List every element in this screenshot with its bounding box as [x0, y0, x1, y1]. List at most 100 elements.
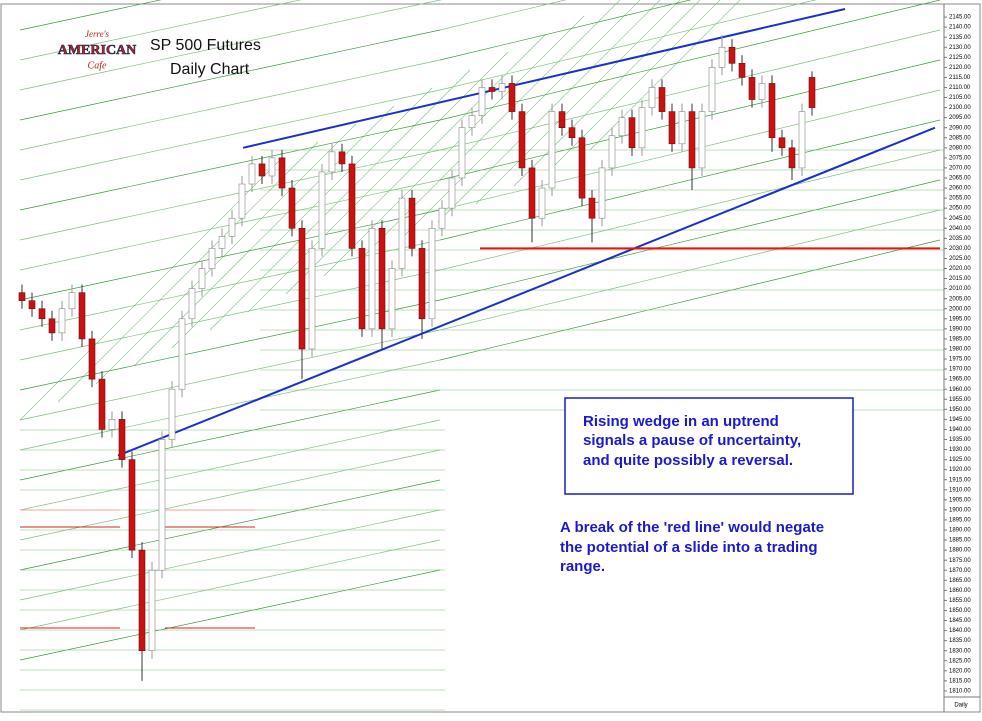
candle-body: [268, 157, 276, 177]
y-tick-label: 1890.00: [949, 528, 971, 534]
candle-body: [428, 227, 436, 320]
fan-line: [285, 33, 547, 295]
fan-line: [439, 0, 817, 91]
y-tick-label: 1970.00: [949, 367, 971, 373]
y-tick-label: 2030.00: [949, 246, 971, 252]
y-tick-label: 1995.00: [949, 316, 971, 322]
fan-line: [95, 123, 357, 385]
fan-line: [19, 509, 441, 601]
candle-body: [448, 177, 456, 209]
candle-body: [558, 111, 566, 129]
candle-body: [358, 248, 366, 330]
annotation-line: Rising wedge in an uptrend: [583, 413, 779, 430]
y-tick-label: 1920.00: [949, 467, 971, 473]
candle-body: [598, 167, 606, 219]
fan-line: [133, 105, 395, 367]
candle-body: [798, 111, 806, 169]
candle-body: [478, 87, 486, 116]
candle-body: [328, 151, 336, 173]
candle-body: [578, 137, 586, 199]
y-tick-label: 1975.00: [949, 357, 971, 363]
y-tick-label: 2120.00: [949, 65, 971, 71]
fan-line: [399, 0, 641, 241]
candle-body: [438, 207, 446, 229]
y-tick-label: 2080.00: [949, 145, 971, 151]
y-tick-label: 1900.00: [949, 507, 971, 513]
y-tick-label: 1810.00: [949, 688, 971, 694]
y-tick-label: 2005.00: [949, 296, 971, 302]
y-tick-label: 2105.00: [949, 95, 971, 101]
candle-body: [258, 163, 266, 177]
candle-body: [768, 83, 776, 139]
candle-body: [628, 117, 636, 149]
candle-body: [538, 187, 546, 219]
period-label: Daily: [954, 703, 967, 709]
y-tick-label: 2050.00: [949, 206, 971, 212]
candle-body: [68, 292, 76, 310]
annotation-line: signals a pause of uncertainty,: [583, 432, 801, 449]
fan-line: [19, 479, 441, 571]
candle-body: [348, 163, 356, 249]
candle-body: [288, 187, 296, 229]
fan-line: [19, 539, 441, 631]
candle-body: [668, 111, 676, 145]
y-tick-label: 1820.00: [949, 668, 971, 674]
y-tick-label: 1990.00: [949, 326, 971, 332]
y-tick-label: 2110.00: [949, 85, 971, 91]
y-tick-label: 1915.00: [949, 477, 971, 483]
candle-body: [458, 127, 466, 179]
y-tick-label: 2000.00: [949, 306, 971, 312]
candle-body: [238, 183, 246, 219]
candle-body: [38, 308, 46, 320]
y-tick-label: 1865.00: [949, 578, 971, 584]
candle-body: [788, 147, 796, 169]
fan-line: [19, 209, 441, 301]
y-tick-label: 1815.00: [949, 678, 971, 684]
candle-body: [168, 388, 176, 440]
y-tick-label: 1880.00: [949, 548, 971, 554]
y-tick-label: 2145.00: [949, 15, 971, 21]
candle-body: [688, 111, 696, 169]
candle-body: [318, 171, 326, 249]
annotation-line: range.: [560, 558, 605, 575]
candle-body: [678, 111, 686, 145]
y-tick-label: 1855.00: [949, 598, 971, 604]
candle-body: [148, 569, 156, 651]
candle-body: [418, 248, 426, 320]
candle-body: [528, 167, 536, 219]
candle-body: [58, 308, 66, 334]
logo-middle: AMERICAN: [58, 43, 137, 58]
annotation-line: A break of the 'red line' would negate: [560, 519, 824, 536]
fan-line: [19, 0, 441, 91]
y-tick-label: 1950.00: [949, 407, 971, 413]
fan-line: [589, 0, 741, 151]
y-tick-label: 2025.00: [949, 256, 971, 262]
fan-line: [209, 69, 471, 331]
candle-body: [408, 197, 416, 249]
candle-body: [18, 292, 26, 301]
y-tick-label: 1985.00: [949, 336, 971, 342]
candle-body: [368, 227, 376, 330]
candle-body: [28, 300, 36, 310]
fan-line: [361, 0, 621, 259]
y-tick-label: 2085.00: [949, 135, 971, 141]
annotation-line: and quite possibly a reversal.: [583, 452, 793, 469]
candle-body: [738, 63, 746, 78]
logo-bottom: Cafe: [88, 60, 107, 71]
y-tick-label: 2095.00: [949, 115, 971, 121]
fan-line: [439, 0, 692, 61]
candle-body: [278, 157, 286, 189]
y-tick-label: 2135.00: [949, 35, 971, 41]
y-tick-label: 2020.00: [949, 266, 971, 272]
fan-line: [19, 29, 441, 121]
fan-line: [19, 149, 441, 241]
candle-body: [548, 111, 556, 189]
y-tick-label: 2090.00: [949, 125, 971, 131]
frame: [0, 3, 981, 713]
fan-line: [19, 159, 281, 421]
y-tick-label: 2070.00: [949, 166, 971, 172]
y-tick-label: 2010.00: [949, 286, 971, 292]
candle-body: [118, 419, 126, 460]
y-tick-label: 1940.00: [949, 427, 971, 433]
trendline: [242, 8, 846, 149]
